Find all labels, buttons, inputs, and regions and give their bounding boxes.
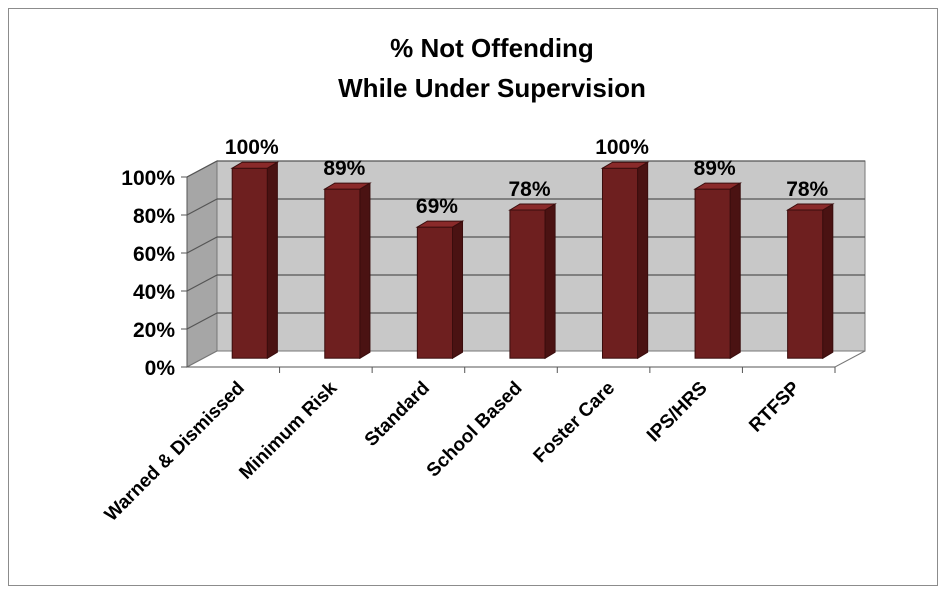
bar-side <box>544 203 556 360</box>
data-label: 69% <box>416 195 458 218</box>
chart-title: % Not Offending While Under Supervision <box>338 33 646 103</box>
y-tick-label: 80% <box>133 205 175 228</box>
bar-side <box>822 203 834 360</box>
bar-side <box>637 161 649 360</box>
category-label: IPS/HRS <box>643 378 712 447</box>
gridline-side <box>186 198 218 216</box>
category-label: School Based <box>423 378 527 482</box>
data-label: 100% <box>595 136 649 159</box>
bar-side <box>359 182 371 360</box>
gridline-side <box>186 274 218 292</box>
y-tick-label: 20% <box>133 319 175 342</box>
bar <box>785 203 835 360</box>
category-label: Warned & Dismissed <box>101 378 249 526</box>
bar-top <box>322 182 372 190</box>
bar-top <box>600 161 650 169</box>
bar-front <box>787 209 824 359</box>
bar-front <box>601 167 639 359</box>
category-label: Foster Care <box>530 378 620 468</box>
gridline-side <box>186 236 218 254</box>
bar-side <box>729 182 741 360</box>
data-label: 100% <box>225 136 279 159</box>
data-label: 89% <box>323 157 365 180</box>
gridline-side <box>186 160 218 178</box>
bar <box>693 182 743 360</box>
bar-chart: % Not Offending While Under Supervision … <box>101 33 866 526</box>
data-label: 78% <box>508 178 550 201</box>
data-label: 78% <box>786 178 828 201</box>
gridline-side <box>186 312 218 330</box>
y-tick-label: 100% <box>121 167 175 190</box>
bar <box>322 182 372 360</box>
bar <box>230 161 280 360</box>
category-label: Minimum Risk <box>235 377 341 483</box>
bar-top <box>693 182 743 190</box>
chart-title-line-2: While Under Supervision <box>338 73 646 103</box>
y-tick-label: 40% <box>133 281 175 304</box>
chart-frame: % Not Offending While Under Supervision … <box>8 8 938 586</box>
category-label: Standard <box>361 378 434 451</box>
bar-front <box>694 188 731 359</box>
data-label: 89% <box>694 157 736 180</box>
y-axis: 0% 20% 40% 60% 80% 100% <box>121 167 188 380</box>
bar-side <box>266 161 278 360</box>
bar <box>600 161 650 360</box>
data-labels: 100% 89% 69% 78% 100% 89% 78% <box>225 136 829 218</box>
category-label: RTFSP <box>745 377 804 436</box>
bar <box>415 220 465 360</box>
bar <box>508 203 557 360</box>
bar-front <box>416 226 454 359</box>
bar-top <box>785 203 835 211</box>
bar-side <box>452 220 464 360</box>
bar-front <box>324 188 361 359</box>
y-tick-label: 0% <box>145 357 176 380</box>
bar-top <box>415 220 465 228</box>
y-tick-label: 60% <box>133 243 175 266</box>
chart-title-line-1: % Not Offending <box>390 33 594 63</box>
bar-front <box>509 209 546 359</box>
bar-front <box>231 167 268 359</box>
side-wall <box>186 160 218 368</box>
bar-top <box>508 203 557 211</box>
bar-top <box>230 161 280 169</box>
bars <box>230 161 835 360</box>
